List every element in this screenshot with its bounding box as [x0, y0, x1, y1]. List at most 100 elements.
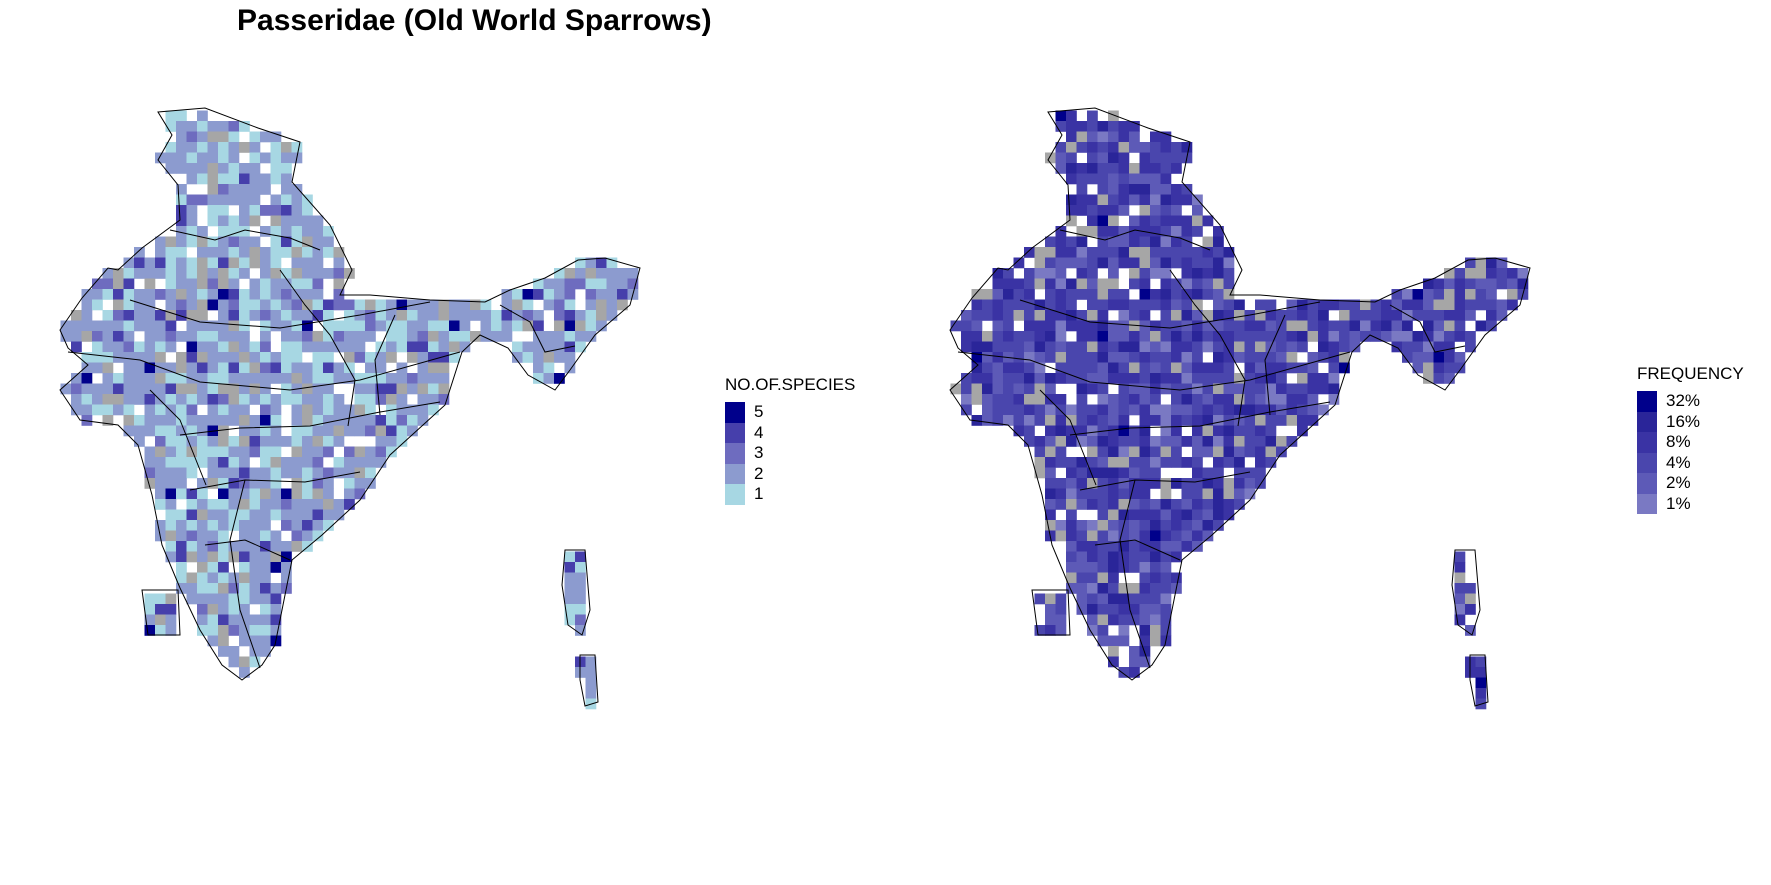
grid-cell	[365, 467, 376, 479]
grid-cell	[1244, 467, 1256, 479]
grid-cell	[218, 226, 229, 237]
grid-cell	[564, 593, 576, 605]
grid-cell	[186, 215, 198, 227]
grid-cell	[1045, 373, 1056, 384]
grid-cell	[1087, 289, 1098, 300]
boundaries	[59, 107, 641, 707]
grid-cell	[312, 404, 324, 416]
grid-cell	[1171, 478, 1182, 489]
grid-cell	[186, 541, 198, 552]
grid-cell	[291, 299, 303, 311]
grid-cell	[1181, 236, 1193, 248]
grid-cell	[1055, 373, 1067, 384]
grid-cell	[1076, 457, 1088, 468]
grid-cell	[197, 352, 208, 363]
grid-cell	[1097, 184, 1109, 195]
grid-cell	[1444, 341, 1455, 353]
grid-cell	[228, 436, 240, 447]
state-boundary	[229, 479, 261, 669]
grid-cell	[1118, 488, 1130, 500]
grid-cell	[1192, 415, 1203, 426]
grid-cell	[449, 310, 460, 321]
grid-cell	[1118, 205, 1130, 216]
grid-cell	[333, 509, 345, 521]
grid-cell	[1034, 415, 1046, 426]
grid-cell	[249, 362, 261, 374]
grid-cell	[1139, 520, 1151, 531]
grid-cell	[249, 488, 261, 500]
grid-cell	[1087, 247, 1098, 258]
grid-cell	[1108, 404, 1119, 416]
grid-cell	[1045, 310, 1056, 321]
grid-cell	[554, 289, 565, 300]
grid-cell	[1066, 289, 1077, 300]
grid-cell	[1076, 425, 1088, 437]
grid-cell	[1171, 425, 1182, 437]
grid-cell	[113, 299, 124, 311]
grid-cell	[218, 236, 229, 248]
grid-cell	[1097, 446, 1109, 458]
grid-cell	[1244, 394, 1256, 405]
grid-cell	[1223, 404, 1235, 416]
legend-swatch	[1637, 473, 1657, 494]
grid-cell	[260, 425, 271, 437]
grid-cell	[386, 331, 397, 342]
grid-cell	[260, 541, 271, 552]
legend-swatch	[725, 402, 745, 423]
grid-cell	[344, 478, 355, 489]
grid-cell	[1160, 247, 1172, 258]
grid-cell	[176, 383, 187, 395]
grid-cell	[1087, 520, 1098, 531]
grid-cell	[992, 331, 1004, 342]
grid-cell	[186, 373, 198, 384]
grid-cell	[1097, 436, 1109, 447]
grid-cell	[533, 352, 544, 363]
grid-cell	[165, 530, 177, 542]
grid-cell	[992, 373, 1004, 384]
state-boundary	[1039, 389, 1097, 486]
grid-cell	[407, 425, 418, 437]
grid-cell	[186, 446, 198, 458]
grid-cell	[186, 289, 198, 300]
grid-cell	[228, 236, 240, 248]
grid-cell	[1055, 299, 1067, 311]
grid-cell	[1139, 646, 1151, 657]
grid-cell	[1055, 320, 1067, 332]
grid-cell	[144, 457, 156, 468]
grid-cell	[1013, 383, 1025, 395]
grid-cell	[1192, 268, 1203, 279]
grid-cell	[1097, 562, 1109, 573]
grid-cell	[1150, 320, 1161, 332]
grid-cell	[71, 404, 82, 416]
legend-swatch	[1637, 391, 1657, 412]
grid-cell	[1045, 499, 1056, 510]
grid-cell	[1097, 541, 1109, 552]
grid-cell	[1423, 373, 1434, 384]
grid-cell	[1139, 236, 1151, 248]
legend-swatch	[725, 463, 745, 484]
grid-cell	[291, 446, 303, 458]
grid-cell	[1129, 593, 1140, 605]
grid-cell	[375, 383, 387, 395]
state-boundary	[1094, 539, 1181, 561]
grid-cell	[249, 341, 261, 353]
legend-label: 4	[754, 422, 764, 442]
grid-cell	[1055, 331, 1067, 342]
state-boundary	[169, 229, 321, 251]
grid-cell	[281, 457, 292, 468]
grid-cell	[365, 373, 376, 384]
grid-cell	[1223, 247, 1235, 258]
grid-cell	[123, 362, 135, 374]
grid-cell	[1129, 268, 1140, 279]
grid-cell	[1318, 373, 1329, 384]
grid-cell	[249, 625, 261, 636]
grid-cell	[312, 446, 324, 458]
grid-cell	[228, 142, 240, 153]
grid-cell	[155, 247, 166, 258]
grid-cell	[1160, 205, 1172, 216]
grid-cell	[1066, 341, 1077, 353]
grid-cell	[1076, 572, 1088, 584]
grid-cell	[596, 278, 607, 290]
grid-cell	[239, 635, 250, 647]
grid-cell	[207, 184, 219, 195]
